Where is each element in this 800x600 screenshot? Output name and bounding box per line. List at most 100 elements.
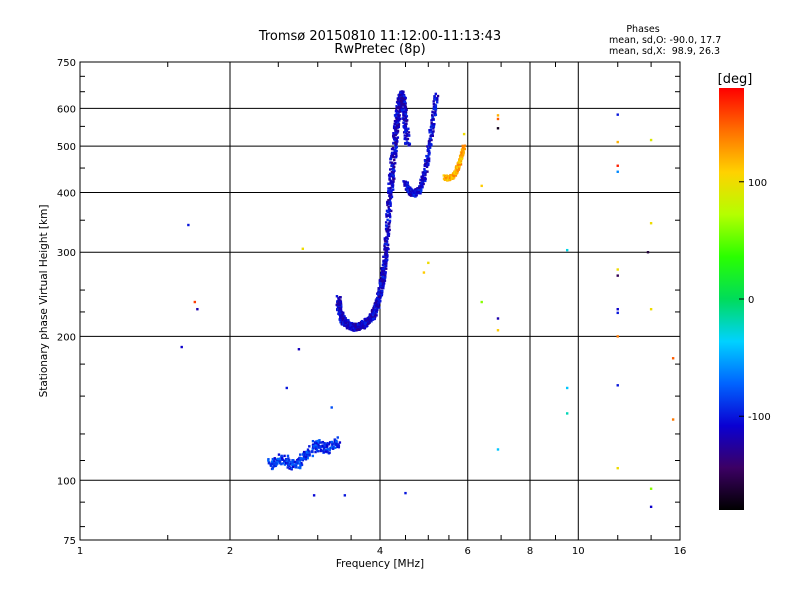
trace-point [387,191,390,194]
trace-point [403,182,406,185]
trace-point [384,227,388,231]
trace-point [393,149,397,152]
trace-point [394,129,397,133]
trace-point [458,159,461,163]
trace-point [412,194,415,198]
trace-point [427,163,430,167]
trace-point [344,318,347,321]
trace-point [357,328,360,331]
y-tick-label: 400 [57,188,76,199]
trace-point [336,436,339,439]
trace-point [391,185,395,189]
trace-point [390,171,394,174]
trace-point [315,442,319,445]
trace-point [458,161,462,164]
trace-point [378,287,381,290]
trace-point [432,117,435,121]
trace-point [338,304,342,307]
trace-point [273,464,277,468]
trace-point [301,457,305,460]
trace-point [388,222,391,225]
trace-point [307,451,310,454]
trace-point [432,103,436,106]
trace-point [382,282,386,285]
trace-point [306,451,309,454]
trace-point [419,190,423,193]
trace-point [359,323,363,326]
trace-point [458,165,461,168]
trace-point [359,325,363,328]
trace-point [286,466,289,469]
trace-point [267,459,270,462]
trace-point [392,125,396,128]
trace-point [433,95,436,98]
x-axis-tick-labels: 1 2 4 6 8 10 16 [77,546,687,557]
trace-point [294,462,298,466]
trace-point [419,178,422,182]
trace-point [454,174,458,177]
trace-point [459,153,463,157]
trace-point [408,190,412,194]
trace-point [394,143,398,147]
trace-point [283,454,286,458]
trace-point [328,451,331,454]
trace-point [459,158,462,161]
trace-point [337,445,341,449]
trace-point [392,134,395,137]
x-tick-label: 8 [527,546,533,557]
trace-point [402,90,405,94]
trace-point [387,199,390,202]
trace-point [365,325,368,328]
trace-point [395,145,399,149]
trace-point [404,137,407,140]
trace-point [391,154,395,157]
trace-point [420,185,424,189]
trace-point [435,101,439,104]
scatter-point [649,487,653,490]
trace-point [299,453,302,456]
trace-point [463,144,467,147]
trace-point [434,92,437,96]
trace-point [424,170,427,173]
trace-point [391,168,395,172]
trace-point [423,167,426,171]
trace-point [389,201,392,204]
trace-point [401,100,405,103]
trace-point [456,170,459,173]
trace-point [374,301,378,304]
trace-point [334,446,337,449]
trace-point [306,456,309,460]
trace-point [396,136,400,139]
trace-point [394,162,397,165]
trace-point [452,174,455,177]
trace-point [379,299,382,303]
trace-point [338,310,342,313]
trace-point [311,450,314,453]
trace-point [421,184,424,187]
trace-point [392,180,395,183]
trace-point [388,219,392,223]
trace-point [352,329,356,332]
trace-point [385,248,388,252]
trace-point [380,267,384,271]
trace-point [314,441,317,445]
scatter-point [616,113,619,116]
trace-point [280,454,283,458]
scatter-point [649,505,653,509]
trace-point [395,116,399,119]
trace-point [430,138,433,142]
trace-point [456,163,460,166]
trace-point [442,174,445,177]
trace-point [289,460,292,464]
trace-point [326,447,329,451]
trace-point [412,189,415,193]
trace-point [386,246,389,250]
trace-point [407,192,411,196]
trace-point [391,161,394,165]
trace-point [350,322,353,325]
trace-point [370,318,373,321]
trace-point [381,287,384,290]
trace-point [375,311,378,314]
trace-point [346,326,349,329]
trace-point [373,308,377,311]
